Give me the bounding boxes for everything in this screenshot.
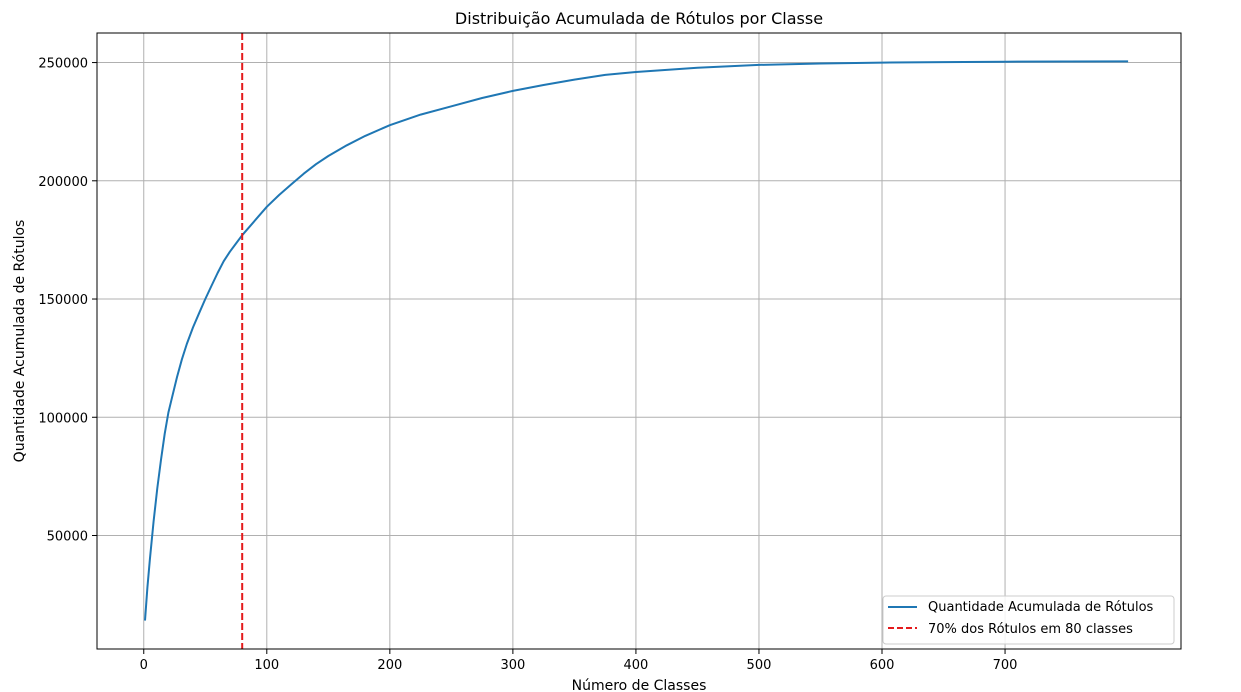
legend-box — [882, 595, 1175, 645]
plot-frame — [96, 32, 1182, 650]
y-tick-label: 50000 — [47, 529, 88, 544]
y-axis-title: Quantidade Acumulada de Rótulos — [12, 220, 28, 463]
legend-label-cumulative: Quantidade Acumulada de Rótulos — [928, 600, 1154, 615]
x-tick-label: 400 — [624, 658, 649, 673]
plot-area — [144, 33, 1129, 649]
chart-title: Distribuição Acumulada de Rótulos por Cl… — [455, 9, 823, 28]
legend-label-threshold: 70% dos Rótulos em 80 classes — [928, 622, 1133, 637]
y-tick-label: 200000 — [38, 175, 88, 190]
x-axis-title: Número de Classes — [572, 678, 707, 692]
y-tick-label: 250000 — [38, 57, 88, 72]
x-tick-label: 700 — [993, 658, 1018, 673]
y-tick-label: 150000 — [38, 293, 88, 308]
x-tick-label: 600 — [870, 658, 895, 673]
x-tick-label: 200 — [377, 658, 402, 673]
y-tick-label: 100000 — [38, 411, 88, 426]
legend: Quantidade Acumulada de Rótulos 70% dos … — [882, 595, 1175, 645]
y-axis: 50000 100000 150000 200000 250000 — [38, 57, 97, 544]
series-line-cumulative — [144, 60, 1129, 621]
x-axis: 0 100 200 300 400 500 600 700 — [140, 649, 1018, 673]
x-tick-label: 300 — [500, 658, 525, 673]
x-tick-label: 0 — [140, 658, 148, 673]
x-tick-label: 500 — [747, 658, 772, 673]
x-tick-label: 100 — [254, 658, 279, 673]
grid — [97, 33, 1181, 649]
